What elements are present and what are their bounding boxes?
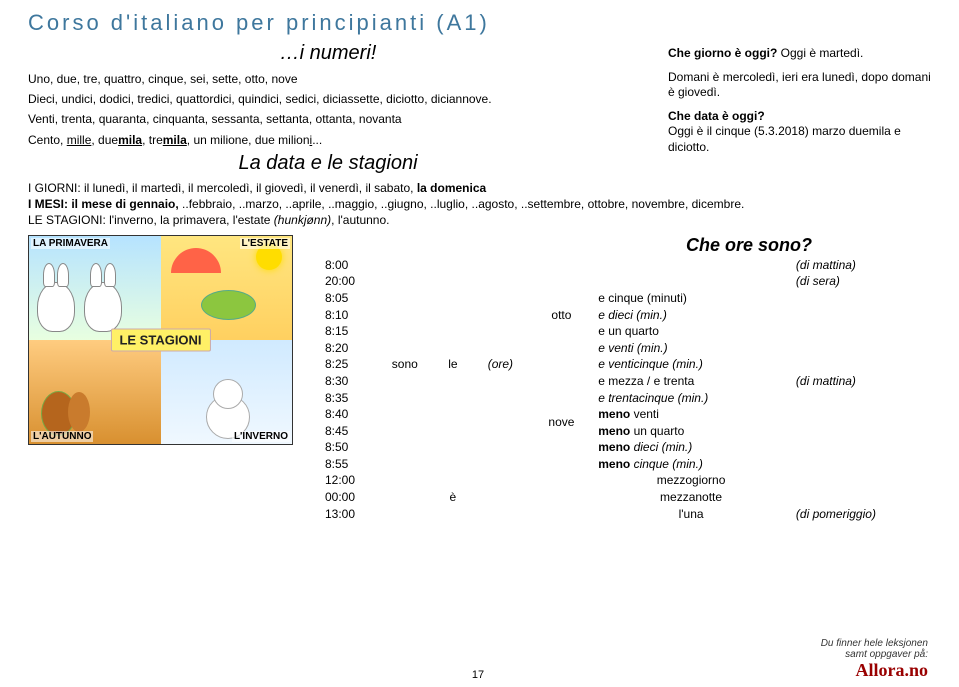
numbers-1to9: Uno, due, tre, quattro, cinque, sei, set… <box>28 71 656 87</box>
numbers-10to19: Dieci, undici, dodici, tredici, quattord… <box>28 91 656 107</box>
seasons-list: LE STAGIONI: l'inverno, la primavera, l'… <box>28 213 939 227</box>
label-estate: L'ESTATE <box>240 238 290 249</box>
label-inverno: L'INVERNO <box>232 431 290 442</box>
months-list: I MESI: il mese di gennaio, ..febbraio, … <box>28 197 939 211</box>
label-autunno: L'AUTUNNO <box>31 431 93 442</box>
data-heading: La data e le stagioni <box>28 152 628 175</box>
q-date: Che data è oggi? <box>668 109 765 123</box>
numbers-tens: Venti, trenta, quaranta, cinquanta, sess… <box>28 111 656 127</box>
right-column: Che giorno è oggi? Oggi è martedì. Doman… <box>668 40 938 181</box>
time-table: 8:00sonole(ore)otto(di mattina) 20:00(di… <box>319 258 939 524</box>
a-date: Oggi è il cinque (5.3.2018) marzo duemil… <box>668 124 901 154</box>
numeri-heading: …i numeri! <box>28 42 628 65</box>
course-title: Corso d'italiano per principianti (A1) <box>28 10 939 36</box>
footer-note: Du finner hele leksjonen samt oppgaver p… <box>821 638 928 681</box>
time-heading: Che ore sono? <box>559 235 939 256</box>
left-column: …i numeri! Uno, due, tre, quattro, cinqu… <box>28 40 668 181</box>
days-list: I GIORNI: il lunedì, il martedì, il merc… <box>28 181 939 195</box>
numbers-large: Cento, mille, duemila, tremila, un milio… <box>28 132 656 148</box>
seasons-illustration: LA PRIMAVERA L'ESTATE L'AUTUNNO L'INVERN… <box>28 235 293 445</box>
label-primavera: LA PRIMAVERA <box>31 238 110 249</box>
footer: 17 Du finner hele leksjonen samt oppgave… <box>28 638 928 681</box>
time-section: Che ore sono? 8:00sonole(ore)otto(di mat… <box>319 235 939 524</box>
page-number: 17 <box>472 669 484 681</box>
label-stagioni: LE STAGIONI <box>110 328 210 351</box>
brand: Allora.no <box>855 660 928 680</box>
day-context: Domani è mercoledì, ieri era lunedì, dop… <box>668 70 938 101</box>
q-day: Che giorno è oggi? <box>668 46 777 60</box>
a-day: Oggi è martedì. <box>777 46 863 60</box>
